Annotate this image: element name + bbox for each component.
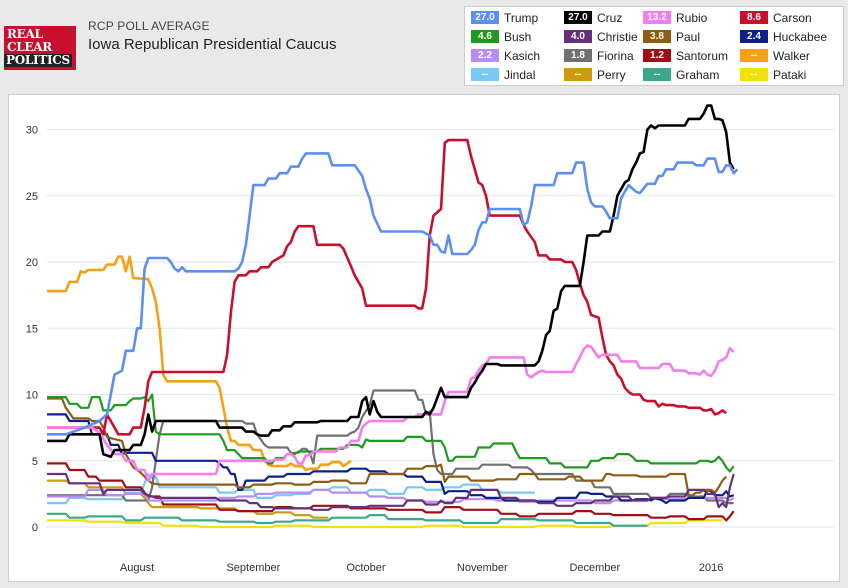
legend-item-cruz[interactable]: 27.0 Cruz [564, 10, 622, 25]
legend-name-huckabee: Huckabee [773, 29, 828, 44]
page-title: Iowa Republican Presidential Caucus [88, 36, 337, 53]
x-tick-label: September [226, 562, 280, 574]
header: REAL CLEAR POLITICS RCP POLL AVERAGE Iow… [0, 0, 848, 92]
series-line-santorum[interactable] [47, 462, 735, 522]
legend-item-kasich[interactable]: 2.2 Kasich [471, 48, 540, 63]
series-line-bush[interactable] [47, 393, 735, 473]
x-tick-label: December [569, 562, 620, 574]
legend-value-trump: 27.0 [471, 11, 499, 24]
legend-name-christie: Christie [597, 29, 638, 44]
legend-name-carson: Carson [773, 10, 812, 25]
legend-value-paul: 3.8 [643, 30, 671, 43]
series-line-christie[interactable] [47, 472, 735, 511]
legend-item-santorum[interactable]: 1.2 Santorum [643, 48, 728, 63]
legend-item-paul[interactable]: 3.8 Paul [643, 29, 700, 44]
legend-value-kasich: 2.2 [471, 49, 499, 62]
legend-item-huckabee[interactable]: 2.4 Huckabee [740, 29, 827, 44]
x-tick-label: 2016 [699, 562, 723, 574]
y-tick-label: 15 [26, 323, 38, 335]
legend-value-jindal: -- [471, 68, 499, 81]
x-tick-label: August [120, 562, 154, 574]
legend-name-graham: Graham [676, 67, 720, 82]
y-tick-label: 20 [26, 257, 38, 269]
logo-line-2: CLEAR [7, 40, 52, 54]
series-line-carson[interactable] [47, 138, 727, 436]
legend-value-huckabee: 2.4 [740, 30, 768, 43]
chart-container: 0 5 10 15 20 25 30 August September October Novemb… [8, 94, 840, 582]
legend-value-pataki: -- [740, 68, 768, 81]
legend: 27.0 Trump 27.0 Cruz 13.2 Rubio 8.6 Carson 4.6 Bu… [464, 6, 844, 86]
rcp-logo[interactable]: REAL CLEAR POLITICS [4, 26, 76, 70]
legend-value-rubio: 13.2 [643, 11, 671, 24]
legend-item-jindal[interactable]: -- Jindal [471, 67, 535, 82]
legend-item-graham[interactable]: -- Graham [643, 67, 719, 82]
legend-name-paul: Paul [676, 29, 701, 44]
legend-name-bush: Bush [504, 29, 532, 44]
legend-name-kasich: Kasich [504, 48, 541, 63]
logo-line-1: REAL [7, 27, 43, 41]
legend-name-cruz: Cruz [597, 10, 623, 25]
legend-item-trump[interactable]: 27.0 Trump [471, 10, 538, 25]
series-line-graham[interactable] [47, 512, 648, 527]
y-tick-label: 25 [26, 191, 38, 203]
line-chart: 0 5 10 15 20 25 30 August September October Novemb… [26, 104, 835, 574]
legend-value-perry: -- [564, 68, 592, 81]
legend-item-carson[interactable]: 8.6 Carson [740, 10, 812, 25]
y-tick-label: 0 [32, 522, 38, 534]
legend-name-trump: Trump [504, 10, 539, 25]
legend-name-jindal: Jindal [504, 67, 536, 82]
series-line-perry[interactable] [47, 479, 329, 519]
x-tick-label: October [346, 562, 385, 574]
y-tick-label: 10 [26, 390, 38, 402]
legend-value-graham: -- [643, 68, 671, 81]
legend-item-christie[interactable]: 4.0 Christie [564, 29, 638, 44]
legend-value-santorum: 1.2 [643, 49, 671, 62]
legend-name-rubio: Rubio [676, 10, 708, 25]
legend-name-perry: Perry [597, 67, 626, 82]
logo-line-3: POLITICS [4, 53, 72, 67]
y-tick-label: 30 [26, 125, 38, 137]
legend-value-walker: -- [740, 49, 768, 62]
page-kicker: RCP POLL AVERAGE [88, 19, 210, 33]
legend-item-perry[interactable]: -- Perry [564, 67, 626, 82]
series-line-cruz[interactable] [47, 104, 735, 459]
legend-value-christie: 4.0 [564, 30, 592, 43]
legend-value-fiorina: 1.8 [564, 49, 592, 62]
legend-item-bush[interactable]: 4.6 Bush [471, 29, 531, 44]
legend-value-carson: 8.6 [740, 11, 768, 24]
series-line-rubio[interactable] [47, 344, 735, 482]
series-line-walker[interactable] [47, 255, 352, 472]
series-line-kasich[interactable] [47, 488, 735, 505]
series-line-fiorina[interactable] [47, 389, 734, 505]
legend-item-fiorina[interactable]: 1.8 Fiorina [564, 48, 634, 63]
legend-value-bush: 4.6 [471, 30, 499, 43]
series-line-trump[interactable] [47, 152, 739, 436]
legend-name-fiorina: Fiorina [597, 48, 634, 63]
legend-name-pataki: Pataki [773, 67, 807, 82]
legend-name-walker: Walker [773, 48, 810, 63]
legend-item-rubio[interactable]: 13.2 Rubio [643, 10, 707, 25]
legend-value-cruz: 27.0 [564, 11, 592, 24]
y-tick-label: 5 [32, 456, 38, 468]
legend-item-pataki[interactable]: -- Pataki [740, 67, 806, 82]
legend-name-santorum: Santorum [676, 48, 729, 63]
x-tick-label: November [457, 562, 508, 574]
legend-item-walker[interactable]: -- Walker [740, 48, 810, 63]
